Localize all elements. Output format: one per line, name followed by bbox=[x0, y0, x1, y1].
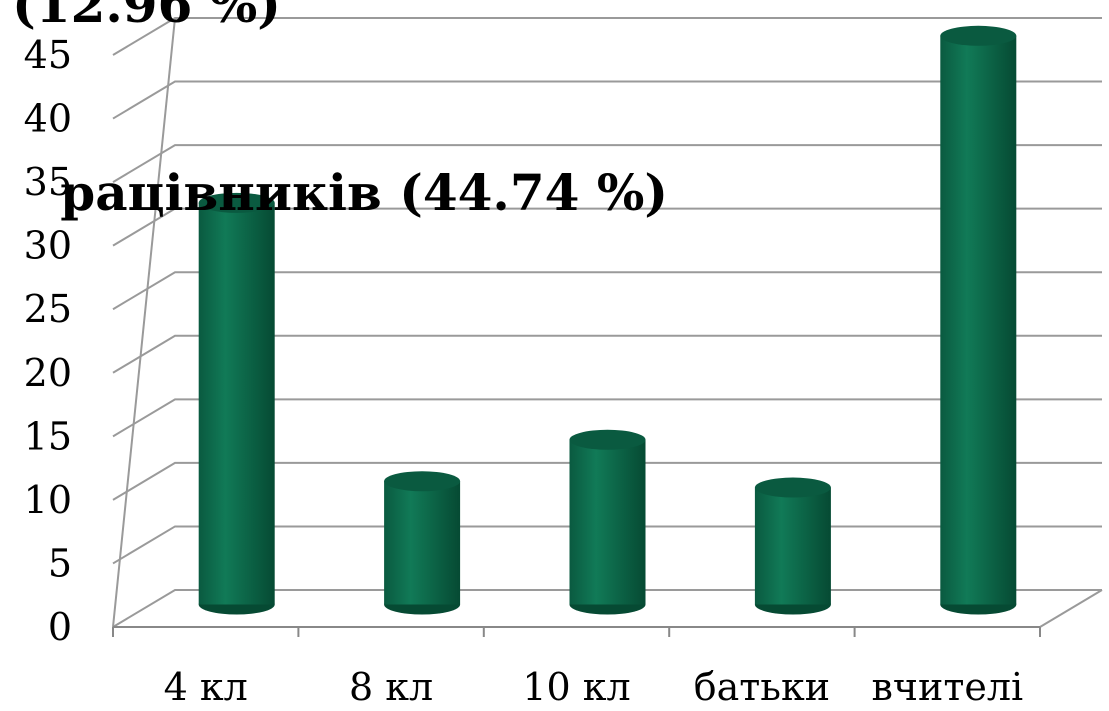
grid-line bbox=[112, 461, 1102, 501]
y-tick-label: 45 bbox=[24, 33, 72, 77]
bar-top bbox=[384, 471, 461, 492]
bar bbox=[198, 192, 275, 615]
bar-body bbox=[384, 481, 461, 605]
y-tick-label: 30 bbox=[24, 224, 72, 268]
grid-line bbox=[112, 271, 1102, 311]
grid bbox=[112, 17, 1103, 637]
x-tick-label: 4 кл bbox=[164, 665, 248, 709]
y-tick-label: 0 bbox=[48, 605, 72, 649]
bar-top bbox=[940, 25, 1017, 46]
x-tick-label: 10 кл bbox=[522, 665, 630, 709]
bar bbox=[940, 25, 1017, 615]
grid-line bbox=[112, 80, 1102, 120]
y-tick-label: 20 bbox=[24, 351, 72, 395]
grid-line bbox=[112, 144, 1102, 183]
grid-line bbox=[112, 334, 1102, 374]
bar-top bbox=[754, 477, 831, 498]
bar bbox=[569, 429, 646, 615]
left-wall bbox=[112, 17, 176, 628]
bar bbox=[754, 477, 831, 615]
annotation: рацівників (44.74 %) bbox=[60, 163, 668, 222]
labels: 0 5 10 15 20 25 30 35 40 45 4 кл 8 кл 10 кл батьки вчи… bbox=[24, 33, 1023, 709]
y-tick-label: 5 bbox=[48, 541, 72, 585]
x-tick-label: батьки bbox=[694, 665, 830, 709]
bar-body bbox=[569, 439, 646, 605]
bar-top bbox=[569, 429, 646, 450]
y-tick-label: 40 bbox=[24, 97, 72, 141]
bar-body bbox=[754, 487, 831, 605]
y-tick-label: 35 bbox=[24, 160, 72, 204]
x-tick-label: 8 кл bbox=[349, 665, 433, 709]
annotation: в (12.96 %) bbox=[0, 0, 281, 34]
y-tick-label: 25 bbox=[24, 287, 72, 331]
bar-top bbox=[198, 192, 275, 213]
y-tick-label: 10 bbox=[24, 478, 72, 522]
bars bbox=[198, 25, 1017, 615]
y-tick-label: 15 bbox=[24, 414, 72, 458]
x-tick-label: вчителі bbox=[871, 665, 1023, 709]
floor-right bbox=[1039, 589, 1103, 628]
bar bbox=[384, 471, 461, 615]
grid-line bbox=[112, 207, 1102, 247]
bar-body bbox=[198, 202, 275, 605]
bar-body bbox=[940, 35, 1017, 605]
